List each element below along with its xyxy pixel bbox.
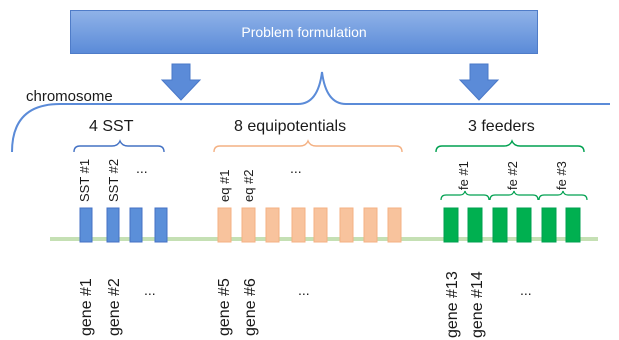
gene-5-label: gene #5 [216, 278, 233, 336]
sst-gene-bar-3 [129, 207, 143, 243]
gene-6-label: gene #6 [242, 278, 259, 336]
eq-gene-bar-1 [217, 207, 232, 243]
eq-ellipsis: ... [290, 160, 302, 176]
chromosome-label: chromosome [26, 88, 113, 105]
sst-gene-bar-1 [79, 207, 93, 243]
eq-gene-bar-6 [339, 207, 354, 243]
sst-group-brace [73, 139, 165, 153]
eq-gene-bar-3 [265, 207, 280, 243]
sst-gene-bar-2 [106, 207, 120, 243]
gene-fe-ellipsis: ... [520, 282, 532, 298]
fe-gene-bar-3 [492, 207, 508, 243]
fe-2-label: fe #2 [505, 161, 520, 190]
fe-group-title: 3 feeders [468, 118, 535, 135]
eq-gene-bar-5 [313, 207, 328, 243]
fe-3-label: fe #3 [554, 161, 569, 190]
eq-group-brace [213, 139, 403, 153]
fe-3-sub-brace [538, 190, 588, 201]
fe-2-sub-brace [489, 190, 539, 201]
gene-14-label: gene #14 [469, 271, 486, 338]
sst-1-label: SST #1 [77, 158, 92, 202]
eq-gene-bar-2 [241, 207, 256, 243]
arrow-right-icon [458, 63, 500, 101]
chromosome-brace [11, 71, 610, 153]
gene-2-label: gene #2 [106, 278, 123, 336]
eq-1-label: eq #1 [217, 169, 232, 202]
fe-gene-bar-4 [516, 207, 532, 243]
fe-gene-bar-1 [443, 207, 459, 243]
fe-1-sub-brace [440, 190, 490, 201]
eq-gene-bar-7 [363, 207, 378, 243]
eq-gene-bar-4 [291, 207, 306, 243]
gene-eq-ellipsis: ... [298, 282, 310, 298]
gene-13-label: gene #13 [444, 271, 461, 338]
sst-gene-bar-4 [154, 207, 168, 243]
fe-gene-bar-5 [541, 207, 557, 243]
fe-gene-bar-6 [565, 207, 581, 243]
fe-group-brace [435, 139, 585, 153]
gene-sst-ellipsis: ... [144, 282, 156, 298]
gene-1-label: gene #1 [78, 278, 95, 336]
arrow-left-icon [160, 63, 202, 101]
fe-gene-bar-2 [467, 207, 483, 243]
eq-2-label: eq #2 [241, 169, 256, 202]
eq-group-title: 8 equipotentials [234, 118, 347, 135]
sst-2-label: SST #2 [106, 158, 121, 202]
fe-1-label: fe #1 [456, 161, 471, 190]
gene-bars [79, 207, 581, 243]
sst-group-title: 4 SST [89, 118, 134, 135]
eq-gene-bar-8 [387, 207, 402, 243]
sst-ellipsis: ... [136, 160, 148, 176]
problem-formulation-banner: Problem formulation [70, 10, 538, 54]
